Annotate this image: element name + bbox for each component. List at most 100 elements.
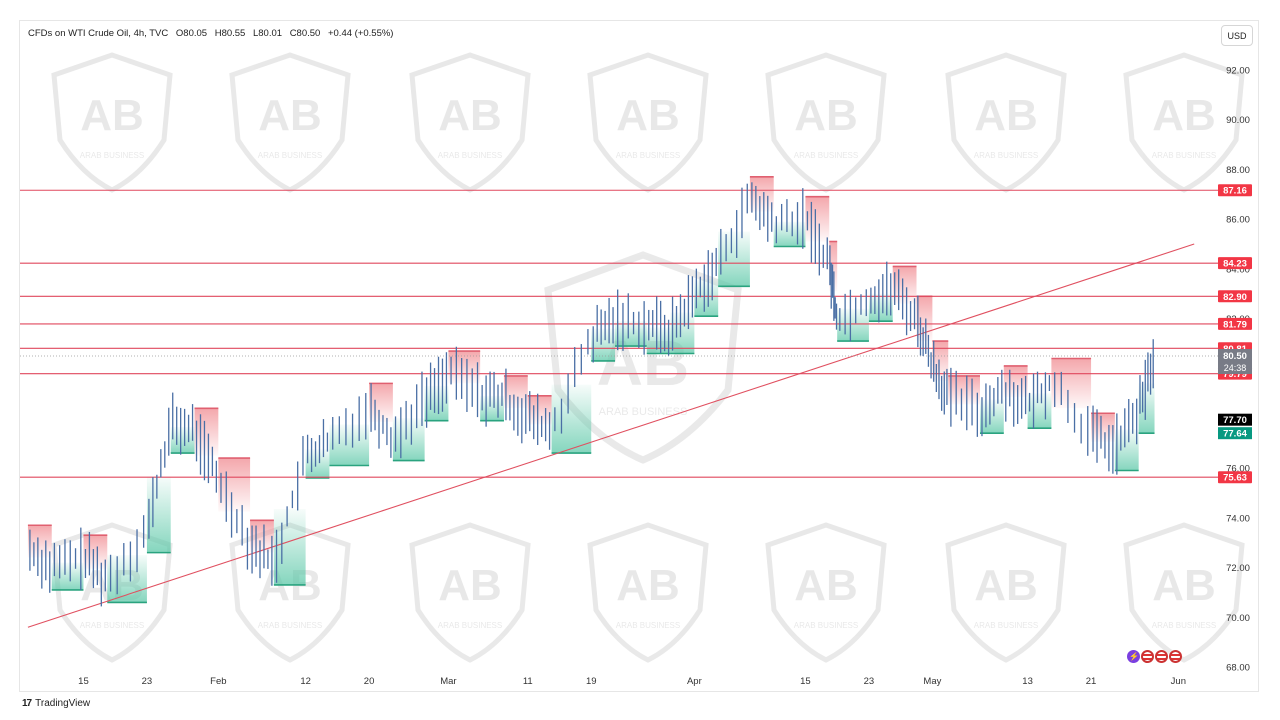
bull-fill-segment	[1027, 393, 1052, 429]
bull-fill-segment	[305, 449, 330, 478]
bear-fill-segment	[948, 375, 980, 405]
watermark-monogram: AB	[616, 91, 680, 140]
bull-fill-segment	[979, 399, 1004, 434]
watermark-monogram: AB	[258, 91, 322, 140]
x-tick-label: 11	[523, 676, 533, 687]
watermark-text: ARAB BUSINESS	[258, 151, 322, 160]
level-label-bg	[1218, 257, 1252, 270]
price-series	[29, 182, 1154, 607]
indicator-label-bg	[1218, 427, 1252, 440]
x-tick-label: Jun	[1171, 676, 1186, 687]
watermark-text: ARAB BUSINESS	[794, 151, 858, 160]
watermark-text: ARAB BUSINESS	[258, 621, 322, 630]
symbol-title[interactable]: CFDs on WTI Crude Oil, 4h, TVC	[28, 28, 169, 39]
bull-fill-segment	[273, 509, 306, 585]
bull-fill-segment	[170, 426, 195, 454]
watermark-shield-icon: AB ARAB BUSINESS	[945, 52, 1067, 193]
x-axis: 15 23 Feb 12 20 Mar 11 19 Apr 15 23 May 13 21 Jun	[78, 676, 1186, 687]
x-tick-label: May	[923, 676, 941, 687]
brand-label: TradingView	[35, 698, 91, 709]
ohlc-high: H80.55	[214, 28, 246, 39]
y-tick-label: 92.00	[1226, 65, 1250, 76]
watermark-text: ARAB BUSINESS	[616, 621, 680, 630]
bear-fill-segment	[829, 241, 838, 292]
countdown-label: 24:38	[1224, 363, 1247, 373]
chart-frame	[19, 20, 1259, 692]
bull-fill-segment	[51, 562, 84, 590]
us-flag-icon[interactable]	[1141, 650, 1154, 663]
bear-fill-segment	[1091, 413, 1115, 442]
price-change: +0.44 (+0.55%)	[327, 28, 394, 39]
level-label: 79.79	[1223, 369, 1247, 380]
watermark-text: ARAB BUSINESS	[1152, 621, 1216, 630]
currency-button[interactable]: USD	[1221, 25, 1253, 46]
tradingview-brand[interactable]: 17 TradingView	[22, 698, 90, 709]
y-tick-label: 74.00	[1226, 513, 1250, 524]
x-tick-label: 23	[864, 676, 875, 687]
x-tick-label: 23	[142, 676, 153, 687]
bull-fill-segment	[646, 327, 671, 354]
watermark-text: ARAB BUSINESS	[1152, 151, 1216, 160]
bull-fill-segment	[107, 555, 147, 603]
watermark-monogram: AB	[1152, 561, 1216, 610]
bull-fill-segment	[146, 476, 171, 553]
bull-fill-segment	[424, 385, 449, 421]
watermark-text: ARAB BUSINESS	[438, 151, 502, 160]
bear-fill-segment	[1051, 358, 1092, 409]
watermark-text: ARAB BUSINESS	[80, 621, 144, 630]
y-tick-label: 70.00	[1226, 613, 1250, 624]
us-flag-icon[interactable]	[1169, 650, 1182, 663]
watermark-shield-outline	[409, 522, 531, 663]
ohlc-open: O80.05	[175, 28, 208, 39]
watermark-shield-outline	[765, 522, 887, 663]
watermark-shield-icon: AB ARAB BUSINESS	[765, 522, 887, 663]
bull-fill-segment	[551, 384, 592, 454]
event-flags[interactable]: ⚡	[1127, 650, 1182, 663]
bear-fill-segment	[805, 196, 830, 242]
watermark-monogram: AB	[616, 561, 680, 610]
y-tick-label: 90.00	[1226, 115, 1250, 126]
watermark-shield-icon: AB ARAB BUSINESS	[51, 52, 173, 193]
lightning-icon[interactable]: ⚡	[1127, 650, 1140, 663]
tradingview-logo-icon: 17	[22, 698, 32, 709]
bear-fill-segment	[218, 458, 251, 512]
bear-fill-segment	[892, 266, 917, 304]
watermark-monogram: AB	[794, 91, 858, 140]
watermark-shield-icon: AB ARAB BUSINESS	[229, 52, 351, 193]
watermarks: AB ARAB BUSINESS AB ARAB BUSINESS AB ARAB BUS…	[51, 52, 1245, 663]
indicator-label: 77.64	[1223, 429, 1247, 440]
us-flag-icon[interactable]	[1155, 650, 1168, 663]
horizontal-levels	[20, 189, 1218, 478]
current-price-tag-bg	[1218, 349, 1252, 374]
bull-fill-segment	[480, 395, 504, 421]
watermark-monogram: AB	[794, 561, 858, 610]
bull-fill-segment	[837, 308, 869, 342]
watermark-text: ARAB BUSINESS	[974, 621, 1038, 630]
x-tick-label: Mar	[440, 676, 456, 687]
bull-fill-segment	[694, 278, 719, 317]
bear-fill-segment	[194, 408, 219, 456]
bear-fill-segment	[749, 176, 774, 212]
bull-fill-segment	[868, 293, 893, 322]
y-tick-label: 68.00	[1226, 663, 1250, 674]
watermark-text: ARAB BUSINESS	[616, 151, 680, 160]
watermark-monogram: AB	[974, 561, 1038, 610]
watermark-shield-icon: AB ARAB BUSINESS	[587, 52, 709, 193]
bull-fill-segment	[718, 231, 750, 287]
bear-fill-segment	[503, 375, 528, 409]
watermark-shield-icon: AB ARAB BUSINESS	[945, 522, 1067, 663]
level-label: 84.23	[1223, 259, 1247, 270]
watermark-shield-icon: AB ARAB BUSINESS	[1123, 522, 1245, 663]
bear-fill-segment	[932, 341, 949, 381]
watermark-monogram: AB	[438, 561, 502, 610]
watermark-text: ARAB BUSINESS	[438, 621, 502, 630]
bull-fill-segment	[392, 418, 425, 461]
level-label-bg	[1218, 471, 1252, 484]
bull-fill-segment	[773, 221, 806, 247]
watermark-shield-icon: AB ARAB BUSINESS	[765, 52, 887, 193]
bear-fill-segment	[1003, 365, 1028, 398]
watermark-shield-icon: AB ARAB BUSINESS	[409, 522, 531, 663]
watermark-shield-outline	[1123, 522, 1245, 663]
y-tick-label: 76.00	[1226, 464, 1250, 475]
